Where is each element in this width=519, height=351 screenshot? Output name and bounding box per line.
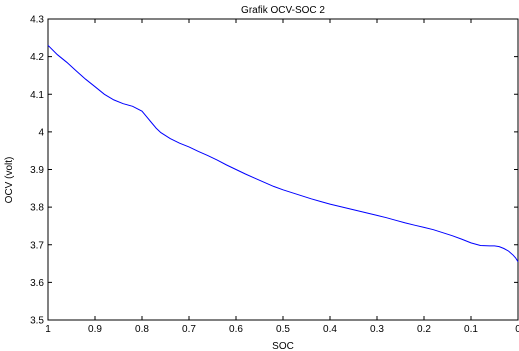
x-tick-label: 0.2 <box>417 324 431 335</box>
x-axis-label: SOC <box>272 341 294 351</box>
x-tick-label: 0.5 <box>276 324 290 335</box>
plot-area <box>47 18 519 321</box>
x-tick-label: 1 <box>45 324 51 335</box>
x-tick-label: 0 <box>515 324 519 335</box>
y-tick-label: 4.2 <box>30 52 44 63</box>
x-tick-label: 0.6 <box>229 324 243 335</box>
y-tick-label: 3.8 <box>30 203 44 214</box>
y-tick-label: 3.7 <box>30 240 44 251</box>
y-tick-label: 4.3 <box>30 15 44 26</box>
y-tick-label: 4.1 <box>30 90 44 101</box>
chart-title: Grafik OCV-SOC 2 <box>241 5 325 16</box>
y-tick-label: 3.9 <box>30 165 44 176</box>
y-axis-label: OCV (volt) <box>4 157 15 204</box>
y-tick-label: 3.6 <box>30 278 44 289</box>
x-tick-label: 0.3 <box>370 324 384 335</box>
x-tick-label: 0.9 <box>88 324 102 335</box>
x-tick-label: 0.8 <box>135 324 149 335</box>
x-tick-label: 0.1 <box>464 324 478 335</box>
y-tick-label: 3.5 <box>30 316 44 327</box>
y-axis-ticks: 3.5 3.6 3.7 3.8 3.9 4 4.1 4.2 4.3 <box>30 15 518 327</box>
x-tick-label: 0.7 <box>182 324 196 335</box>
x-axis-ticks: 1 0.9 0.8 0.7 0.6 0.5 0.4 0.3 0.2 0.1 0 <box>45 19 519 335</box>
ocv-soc-series-line <box>47 44 519 262</box>
y-tick-label: 4 <box>38 127 44 138</box>
x-tick-label: 0.4 <box>323 324 337 335</box>
